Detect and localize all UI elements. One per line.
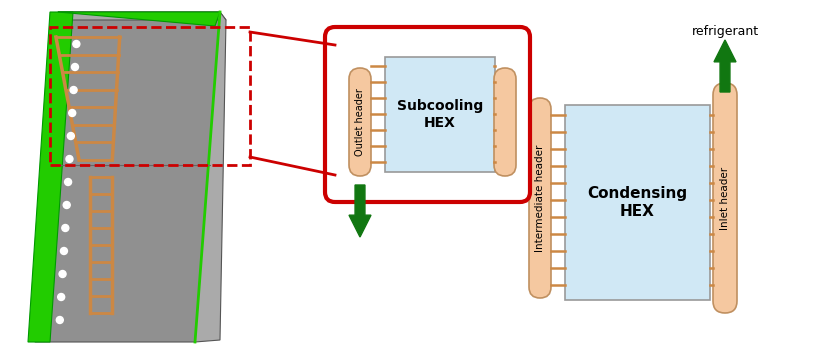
Polygon shape <box>195 12 226 342</box>
Bar <box>565 105 710 300</box>
FancyBboxPatch shape <box>349 68 371 176</box>
Bar <box>50 27 250 165</box>
Circle shape <box>56 316 64 323</box>
Text: Condensing
HEX: Condensing HEX <box>587 186 687 219</box>
FancyArrow shape <box>349 185 371 237</box>
Text: refrigerant: refrigerant <box>691 26 758 38</box>
Circle shape <box>63 202 70 209</box>
Circle shape <box>59 271 66 278</box>
Polygon shape <box>58 12 220 26</box>
FancyArrow shape <box>714 40 736 92</box>
Circle shape <box>73 41 80 48</box>
FancyBboxPatch shape <box>494 68 516 176</box>
Text: Outlet header: Outlet header <box>355 88 365 156</box>
Circle shape <box>71 63 79 70</box>
Text: Subcooling
HEX: Subcooling HEX <box>397 99 484 130</box>
Circle shape <box>66 155 73 162</box>
Circle shape <box>62 224 69 231</box>
Polygon shape <box>58 12 226 20</box>
Circle shape <box>70 86 77 93</box>
Text: Inlet header: Inlet header <box>720 167 730 230</box>
Circle shape <box>69 110 75 117</box>
Polygon shape <box>28 12 73 342</box>
Text: Intermediate header: Intermediate header <box>535 144 545 252</box>
Circle shape <box>58 294 65 301</box>
FancyBboxPatch shape <box>529 98 551 298</box>
Circle shape <box>67 133 75 140</box>
Polygon shape <box>35 12 220 342</box>
FancyBboxPatch shape <box>713 83 737 313</box>
Circle shape <box>60 247 67 254</box>
Circle shape <box>65 178 71 186</box>
Bar <box>385 57 495 172</box>
